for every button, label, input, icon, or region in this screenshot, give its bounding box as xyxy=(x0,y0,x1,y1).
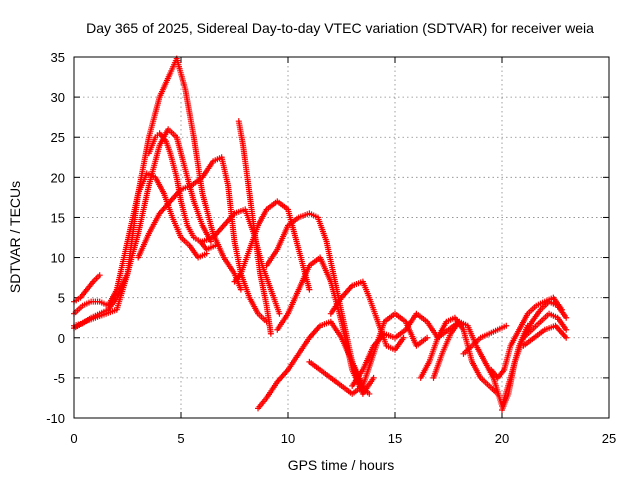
data-point-marker xyxy=(267,330,274,337)
y-tick-label: 20 xyxy=(51,170,65,185)
y-tick-label: 5 xyxy=(58,291,65,306)
data-point-marker xyxy=(370,374,377,381)
data-point-marker xyxy=(276,310,283,317)
series-track-19 xyxy=(488,294,565,381)
series-track-5 xyxy=(145,130,219,253)
series-track-9 xyxy=(199,206,283,317)
data-point-marker xyxy=(424,334,431,341)
series-track-18 xyxy=(460,322,510,357)
y-tick-label: 30 xyxy=(51,90,65,105)
data-point-marker xyxy=(563,326,570,333)
series-track-16 xyxy=(417,314,501,397)
x-tick-label: 15 xyxy=(388,431,402,446)
y-tick-label: 10 xyxy=(51,251,65,266)
chart-title: Day 365 of 2025, Sidereal Day-to-day VTE… xyxy=(86,20,594,36)
data-point-marker xyxy=(96,272,103,279)
x-tick-label: 25 xyxy=(602,431,616,446)
data-series xyxy=(71,55,570,413)
y-tick-label: 15 xyxy=(51,210,65,225)
y-tick-label: -10 xyxy=(46,411,65,426)
series-track-22 xyxy=(520,322,570,349)
y-tick-labels: -10 -5 0 5 10 15 20 25 30 35 xyxy=(46,50,65,426)
x-tick-label: 10 xyxy=(281,431,295,446)
y-tick-label: 35 xyxy=(51,50,65,65)
y-tick-label: -5 xyxy=(53,371,65,386)
x-tick-label: 5 xyxy=(177,431,184,446)
series-track-14 xyxy=(327,278,407,353)
x-tick-label: 0 xyxy=(70,431,77,446)
data-point-marker xyxy=(563,314,570,321)
series-track-3 xyxy=(71,170,210,317)
data-point-marker xyxy=(237,286,244,293)
data-point-marker xyxy=(306,286,313,293)
y-tick-label: 0 xyxy=(58,331,65,346)
data-point-marker xyxy=(563,334,570,341)
data-point-marker xyxy=(212,242,219,249)
y-axis-label: SDTVAR / TECUs xyxy=(7,181,23,293)
data-point-marker xyxy=(400,334,407,341)
series-track-4 xyxy=(71,272,103,305)
series-track-21 xyxy=(520,310,570,341)
y-tick-label: 25 xyxy=(51,130,65,145)
series-track-2 xyxy=(71,126,214,329)
data-point-marker xyxy=(503,322,510,329)
x-axis-label: GPS time / hours xyxy=(288,457,395,473)
plot-frame xyxy=(73,56,610,419)
data-point-marker xyxy=(366,390,373,397)
x-tick-label: 20 xyxy=(495,431,509,446)
x-tick-labels: 0 5 10 15 20 25 xyxy=(70,431,616,446)
